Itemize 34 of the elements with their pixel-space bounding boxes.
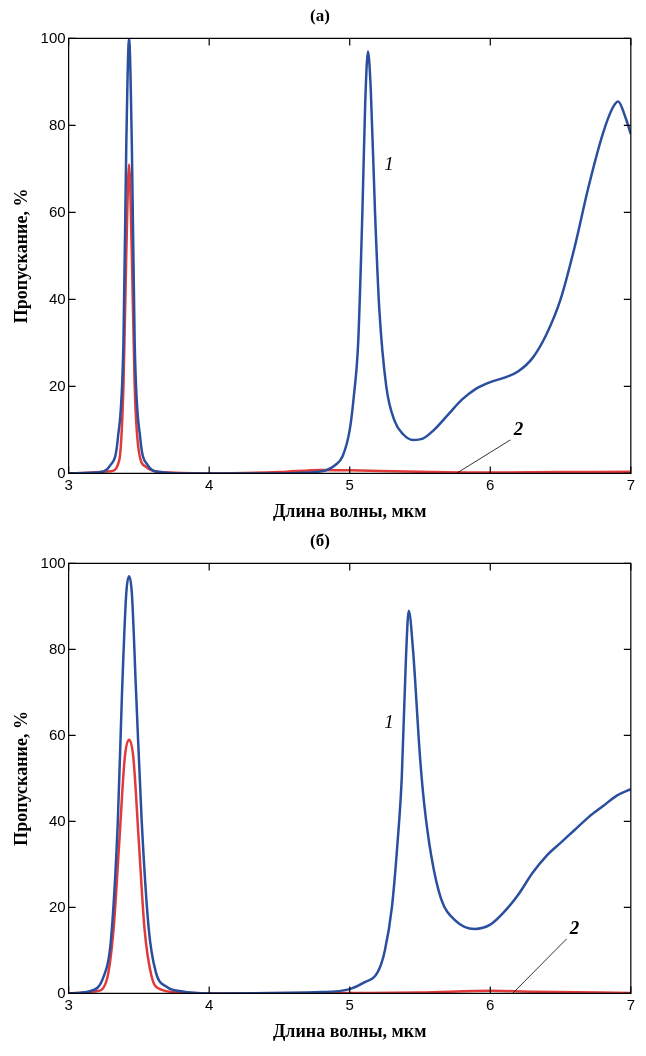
x-tick-label: 4 (205, 475, 214, 493)
x-tick-label: 3 (64, 995, 73, 1013)
y-axis-title: Пропускание, % (11, 188, 32, 324)
x-axis-title: Длина волны, мкм (272, 500, 427, 521)
y-tick-label: 40 (48, 289, 66, 307)
y-tick-label: 20 (48, 897, 66, 915)
x-axis-title: Длина волны, мкм (272, 1020, 427, 1041)
y-tick-label: 80 (48, 115, 66, 133)
text: 2 (568, 916, 580, 938)
y-tick-label: 60 (48, 725, 66, 743)
y-axis-title: Пропускание, % (11, 711, 32, 846)
x-tick-label: 5 (345, 995, 354, 1013)
line-series (68, 38, 631, 474)
x-tick-label: 7 (626, 475, 635, 493)
y-tick-label: 20 (48, 376, 66, 394)
series-label: 1 (384, 152, 394, 174)
x-tick-label: 6 (486, 475, 495, 493)
x-tick-label: 4 (205, 995, 214, 1013)
y-tick-label: 0 (57, 983, 66, 1001)
line-series (68, 575, 631, 994)
y-tick-label: 60 (48, 202, 66, 220)
y-tick-label: 80 (48, 639, 66, 657)
x-tick-label: 5 (345, 475, 354, 493)
series-label: 2 (512, 417, 524, 439)
x-tick-label: 3 (64, 475, 73, 493)
x-tick-label: 7 (626, 995, 635, 1013)
chart-title: (а) (310, 5, 330, 25)
y-tick-label: 100 (40, 28, 66, 46)
chart-title: (б) (310, 530, 330, 550)
y-tick-label: 100 (40, 553, 66, 571)
y-tick-label: 40 (48, 811, 66, 829)
y-tick-label: 0 (57, 463, 66, 481)
series-label: 1 (384, 710, 394, 732)
x-tick-label: 6 (486, 995, 495, 1013)
